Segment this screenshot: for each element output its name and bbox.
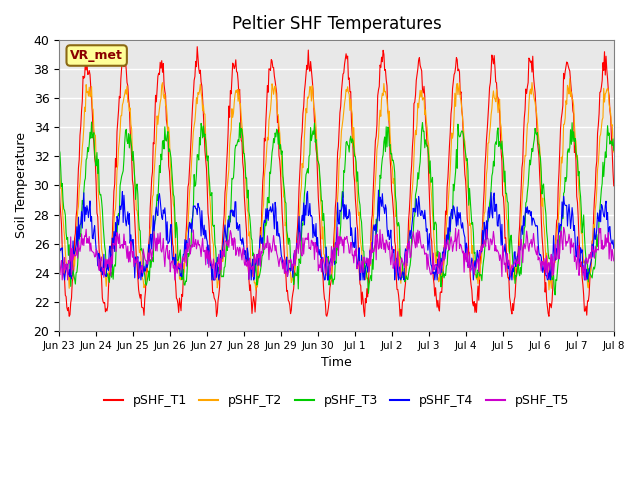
Legend: pSHF_T1, pSHF_T2, pSHF_T3, pSHF_T4, pSHF_T5: pSHF_T1, pSHF_T2, pSHF_T3, pSHF_T4, pSHF… xyxy=(99,389,574,412)
Title: Peltier SHF Temperatures: Peltier SHF Temperatures xyxy=(232,15,442,33)
Y-axis label: Soil Temperature: Soil Temperature xyxy=(15,132,28,239)
X-axis label: Time: Time xyxy=(321,356,352,369)
Text: VR_met: VR_met xyxy=(70,49,123,62)
